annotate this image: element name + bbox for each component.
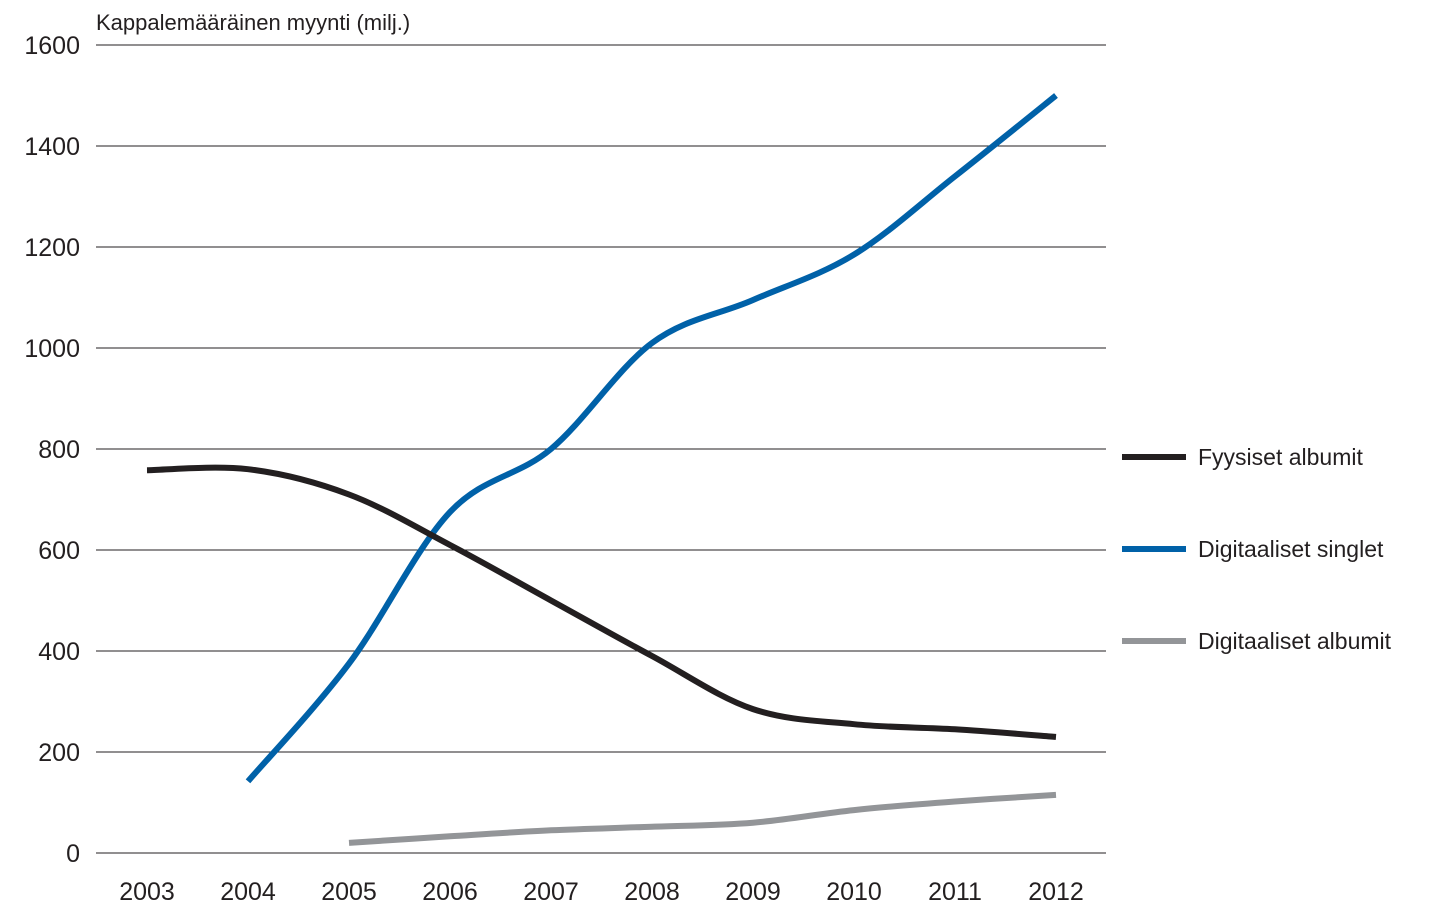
y-tick-labels: 0 200 400 600 800 1000 1200 1400 1600 <box>24 32 80 868</box>
x-tick-label: 2010 <box>826 878 882 906</box>
y-tick-label: 0 <box>66 840 80 868</box>
y-tick-label: 600 <box>38 537 80 565</box>
y-axis-title: Kappalemääräinen myynti (milj.) <box>96 10 410 35</box>
x-tick-label: 2005 <box>321 878 377 906</box>
y-tick-label: 1600 <box>24 32 80 60</box>
series-line-digitaaliset-singlet <box>245 93 1058 784</box>
x-tick-label: 2009 <box>725 878 781 906</box>
legend-label: Digitaaliset albumit <box>1198 628 1392 654</box>
y-tick-label: 200 <box>38 739 80 767</box>
y-tick-label: 1000 <box>24 335 80 363</box>
y-tick-label: 400 <box>38 638 80 666</box>
x-tick-label: 2007 <box>523 878 579 906</box>
x-tick-label: 2008 <box>624 878 680 906</box>
y-tick-label: 1200 <box>24 234 80 262</box>
series-line-fyysiset-albumit <box>146 464 1057 740</box>
x-tick-label: 2011 <box>928 878 982 906</box>
legend-label: Digitaaliset singlet <box>1198 536 1384 562</box>
series-lines <box>146 93 1058 846</box>
x-tick-label: 2006 <box>422 878 478 906</box>
x-tick-label: 2004 <box>220 878 276 906</box>
x-tick-labels: 2003 2004 2005 2006 2007 2008 2009 2010 2011 2012 <box>119 878 1084 906</box>
legend: Fyysiset albumit Digitaaliset singlet Digi… <box>1122 444 1392 654</box>
x-tick-label: 2003 <box>119 878 175 906</box>
y-tick-label: 1400 <box>24 133 80 161</box>
x-tick-label: 2012 <box>1028 878 1084 906</box>
gridlines <box>96 44 1106 854</box>
legend-label: Fyysiset albumit <box>1198 444 1363 470</box>
series-line-digitaaliset-albumit <box>348 791 1057 846</box>
y-tick-label: 800 <box>38 436 80 464</box>
